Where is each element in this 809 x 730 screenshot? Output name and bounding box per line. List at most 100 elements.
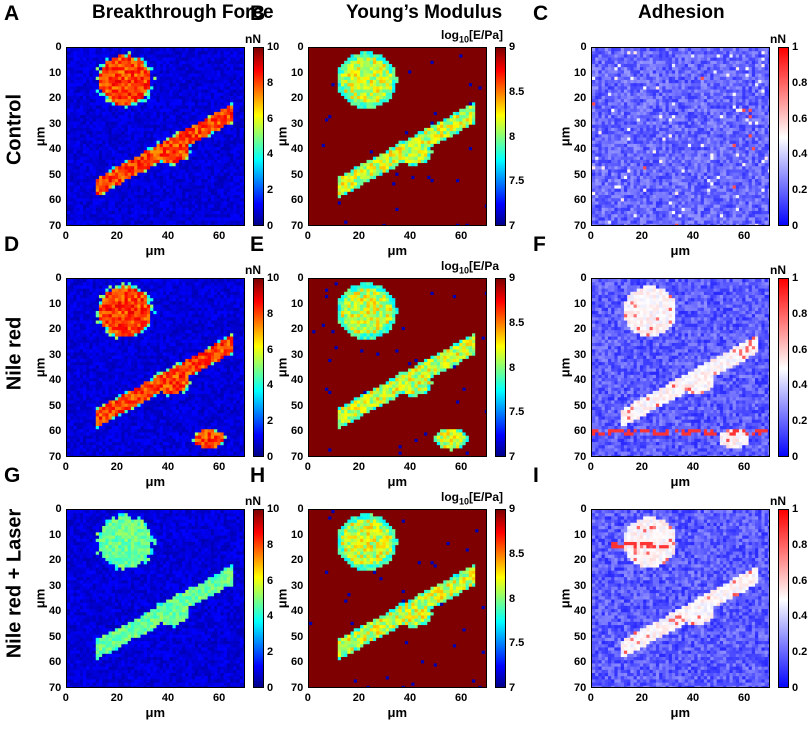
column-title-breakthrough-force: Breakthrough Force	[92, 2, 274, 24]
x-tick-label: 60	[213, 693, 225, 704]
heatmap-i	[591, 509, 770, 688]
y-tick-label: 60	[574, 195, 586, 206]
y-tick-label: 0	[581, 42, 587, 53]
x-tick-label: 60	[213, 462, 225, 473]
y-tick-label: 40	[291, 606, 303, 617]
y-tick-label: 10	[574, 67, 586, 79]
colorbar-tick-label: 0.6	[792, 575, 807, 587]
colorbar-unit: log10[E/Pa]	[441, 490, 503, 506]
y-tick-label: 20	[291, 555, 303, 566]
panel-letter-g: G	[4, 464, 20, 488]
x-tick-label: 0	[305, 231, 311, 242]
x-tick-label: 40	[687, 231, 699, 242]
colorbar-tick-label: 1	[792, 504, 798, 515]
y-tick-label: 50	[291, 400, 303, 412]
colorbar-tick-label: 7	[509, 683, 515, 694]
x-tick-label: 20	[353, 462, 365, 473]
x-tick-label: 60	[738, 693, 750, 704]
panel-letter-c: C	[533, 2, 548, 26]
y-tick-label: 0	[56, 273, 62, 284]
y-tick-label: 10	[291, 529, 303, 541]
x-tick-label: 0	[63, 462, 69, 473]
y-tick-label: 60	[291, 657, 303, 668]
y-tick-label: 50	[291, 169, 303, 181]
x-tick-label: 60	[455, 231, 467, 242]
colorbar-unit: nN	[770, 494, 786, 508]
y-tick-label: 30	[574, 349, 586, 361]
colorbar-tick-label: 6	[267, 113, 273, 125]
y-tick-label: 70	[291, 221, 303, 232]
colorbar-tick-label: 8	[267, 308, 273, 320]
colorbar-tick-label: 8	[509, 131, 515, 143]
y-tick-label: 0	[298, 273, 304, 284]
x-tick-label: 20	[636, 462, 648, 473]
colorbar-tick-label: 0.4	[792, 149, 807, 160]
heatmap-d	[66, 278, 245, 457]
colorbar-tick-label: 0.2	[792, 416, 807, 427]
colorbar-tick-label: 1	[792, 273, 798, 284]
colorbar-unit: nN	[770, 263, 786, 277]
panel-letter-a: A	[4, 2, 19, 26]
heatmap-g	[66, 509, 245, 688]
x-tick-label: 20	[353, 693, 365, 704]
y-tick-label: 60	[574, 657, 586, 668]
colorbar-tick-label: 6	[267, 575, 273, 587]
heatmap-c	[591, 47, 770, 226]
x-tick-label: 40	[687, 462, 699, 473]
y-tick-label: 70	[574, 452, 586, 463]
x-tick-label: 60	[455, 462, 467, 473]
colorbar-tick-label: 0.4	[792, 380, 807, 391]
y-tick-label: 20	[574, 555, 586, 566]
x-tick-label: 20	[353, 231, 365, 242]
colorbar-tick-label: 0	[792, 683, 798, 694]
y-tick-label: 10	[49, 298, 61, 310]
y-tick-label: 10	[291, 67, 303, 79]
y-tick-label: 20	[291, 93, 303, 104]
x-axis-label: μm	[146, 243, 166, 258]
y-tick-label: 0	[581, 273, 587, 284]
colorbar-tick-label: 0.8	[792, 308, 807, 320]
row-label-nile-red: Nile red	[4, 309, 27, 399]
x-tick-label: 40	[162, 231, 174, 242]
x-tick-label: 0	[305, 462, 311, 473]
y-tick-label: 40	[574, 144, 586, 155]
colorbar-tick-label: 0	[267, 221, 273, 232]
y-tick-label: 60	[49, 426, 61, 437]
y-axis-label: μm	[557, 357, 572, 377]
colorbar-tick-label: 0.6	[792, 344, 807, 356]
x-axis-label: μm	[146, 474, 166, 489]
y-axis-label: μm	[274, 588, 289, 608]
colorbar-tick-label: 8.5	[509, 317, 524, 329]
colorbar-tick-label: 0	[792, 452, 798, 463]
x-tick-label: 40	[404, 693, 416, 704]
panel-letter-h: H	[250, 464, 265, 488]
colorbar-a	[253, 47, 264, 226]
x-tick-label: 0	[588, 231, 594, 242]
row-label-nile-red-laser: Nile red + Laser	[4, 509, 27, 659]
y-tick-label: 40	[291, 375, 303, 386]
y-tick-label: 40	[49, 144, 61, 155]
colorbar-tick-label: 2	[267, 647, 273, 658]
x-axis-label: μm	[146, 705, 166, 720]
y-tick-label: 0	[298, 504, 304, 515]
y-tick-label: 0	[56, 504, 62, 515]
y-tick-label: 70	[49, 221, 61, 232]
y-tick-label: 50	[574, 400, 586, 412]
colorbar-unit: nN	[245, 263, 261, 277]
y-tick-label: 10	[49, 529, 61, 541]
heatmap-h	[308, 509, 487, 688]
colorbar-tick-label: 4	[267, 380, 273, 391]
x-tick-label: 20	[636, 231, 648, 242]
x-tick-label: 0	[63, 231, 69, 242]
x-tick-label: 20	[636, 693, 648, 704]
x-axis-label: μm	[671, 705, 691, 720]
colorbar-g	[253, 509, 264, 688]
colorbar-tick-label: 8.5	[509, 548, 524, 560]
colorbar-tick-label: 4	[267, 149, 273, 160]
x-tick-label: 60	[738, 231, 750, 242]
y-tick-label: 30	[291, 580, 303, 592]
y-tick-label: 50	[574, 169, 586, 181]
panel-letter-i: I	[533, 464, 539, 488]
x-axis-label: μm	[671, 243, 691, 258]
colorbar-f	[778, 278, 789, 457]
